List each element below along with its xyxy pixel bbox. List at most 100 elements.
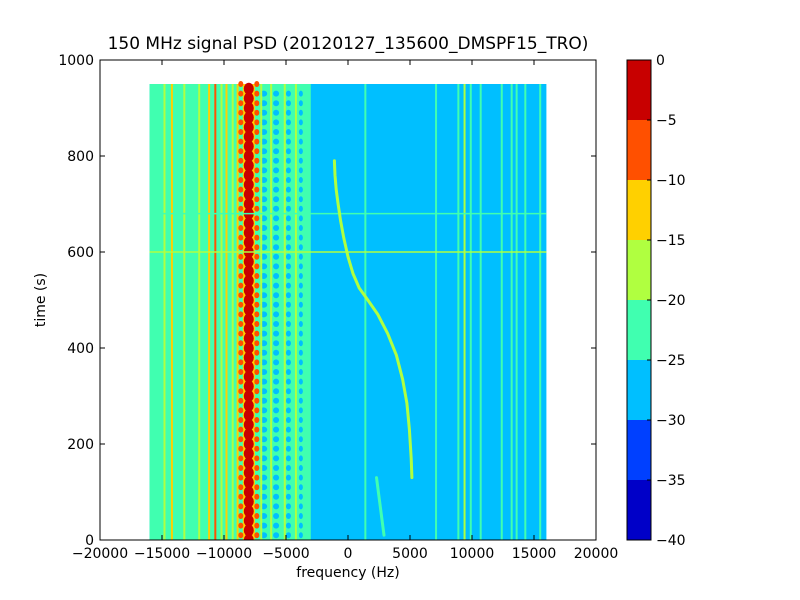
interference-blob <box>298 369 303 375</box>
carrier-sidelobe <box>238 436 244 443</box>
colorbar: −40 −35 −30 −25 −20 −15 −10 −5 0 <box>626 53 686 549</box>
carrier-sidelobe <box>254 148 260 155</box>
interference-blob <box>298 359 303 366</box>
carrier-sidelobe <box>254 109 260 116</box>
carrier-sidelobe <box>238 474 244 481</box>
interference-blob <box>285 186 291 193</box>
interference-blob <box>285 196 291 203</box>
carrier-sidelobe <box>254 196 260 203</box>
interference-blob <box>285 493 291 500</box>
carrier-sidelobe <box>254 301 260 308</box>
interference-blob <box>285 244 291 251</box>
interference-blob <box>298 196 303 203</box>
interference-blob <box>285 129 291 135</box>
carrier-sidelobe <box>238 455 244 462</box>
x-tick-label: 20000 <box>574 546 619 562</box>
interference-blob <box>273 493 280 500</box>
carrier-sidelobe <box>254 484 260 491</box>
interference-blob <box>285 417 291 423</box>
carrier-peak <box>243 150 254 162</box>
x-tick-label: 15000 <box>512 546 557 562</box>
y-tick-label: 200 <box>67 437 94 453</box>
carrier-sidelobe <box>238 177 244 183</box>
interference-blob <box>285 311 291 318</box>
interference-blob <box>298 215 303 222</box>
carrier-sidelobe <box>238 273 244 279</box>
colorbar-tick-label: −5 <box>656 113 677 129</box>
interference-blob <box>273 455 280 462</box>
carrier-peak <box>243 236 254 249</box>
carrier-sidelobe <box>254 129 260 135</box>
interference-blob <box>273 426 280 433</box>
interference-blob <box>285 465 291 471</box>
interference-blob <box>298 234 303 241</box>
interference-blob <box>285 349 291 356</box>
interference-blob <box>285 426 291 433</box>
carrier-peak <box>243 130 254 143</box>
carrier-peak <box>243 226 254 239</box>
y-tick-label: 800 <box>67 149 94 165</box>
interference-blob <box>273 311 280 318</box>
colorbar-segment <box>627 240 651 300</box>
carrier-sidelobe <box>254 253 260 260</box>
carrier-peak <box>243 111 254 124</box>
carrier-sidelobe <box>238 522 244 529</box>
carrier-sidelobe <box>254 522 260 529</box>
interference-blob <box>273 186 280 193</box>
interference-blob <box>298 263 303 270</box>
carrier-sidelobe <box>238 349 244 356</box>
carrier-peak <box>243 82 254 95</box>
carrier-peak <box>243 188 254 201</box>
carrier-sidelobe <box>238 186 244 193</box>
colorbar-segment <box>627 360 651 420</box>
interference-blob <box>298 225 303 231</box>
carrier-peak <box>243 457 254 470</box>
carrier-sidelobe <box>238 330 244 337</box>
interference-blob <box>298 522 303 529</box>
carrier-sidelobe <box>254 465 260 471</box>
interference-blob <box>273 369 280 375</box>
carrier-sidelobe <box>238 129 244 135</box>
carrier-sidelobe <box>254 263 260 270</box>
colorbar-tick-label: −30 <box>656 413 686 429</box>
interference-blob <box>285 330 291 337</box>
carrier-sidelobe <box>254 445 260 452</box>
x-tick-label: 0 <box>344 546 353 562</box>
carrier-sidelobe <box>254 225 260 231</box>
interference-blob <box>298 493 303 500</box>
carrier-peak <box>243 140 254 153</box>
interference-blob <box>273 253 280 260</box>
interference-blob <box>298 474 303 481</box>
carrier-sidelobe <box>238 445 244 452</box>
interference-blob <box>285 119 291 126</box>
carrier-sidelobe <box>254 388 260 395</box>
carrier-sidelobe <box>254 455 260 462</box>
interference-blob <box>285 148 291 155</box>
carrier-sidelobe <box>254 205 260 212</box>
interference-blob <box>273 157 280 164</box>
interference-blob <box>273 513 280 519</box>
carrier-sidelobe <box>238 234 244 241</box>
carrier-peak <box>243 495 254 508</box>
interference-blob <box>273 167 280 174</box>
carrier-peak <box>243 342 254 354</box>
interference-blob <box>273 349 280 356</box>
interference-blob <box>285 167 291 174</box>
interference-blob <box>298 244 303 251</box>
carrier-sidelobe <box>254 119 260 126</box>
interference-blob <box>273 330 280 337</box>
carrier-sidelobe <box>238 100 244 107</box>
colorbar-segment <box>627 180 651 240</box>
interference-blob <box>285 100 291 107</box>
carrier-sidelobe <box>238 138 244 145</box>
carrier-sidelobe <box>254 90 260 97</box>
chart-title: 150 MHz signal PSD (20120127_135600_DMSP… <box>108 34 589 54</box>
carrier-sidelobe <box>238 205 244 212</box>
interference-blob <box>298 513 303 519</box>
doppler-track <box>332 159 414 480</box>
interference-blob <box>298 465 303 471</box>
colorbar-tick-label: −35 <box>656 473 686 489</box>
interference-blob <box>285 90 291 97</box>
interference-blob <box>285 388 291 395</box>
colorbar-segment <box>627 120 651 180</box>
